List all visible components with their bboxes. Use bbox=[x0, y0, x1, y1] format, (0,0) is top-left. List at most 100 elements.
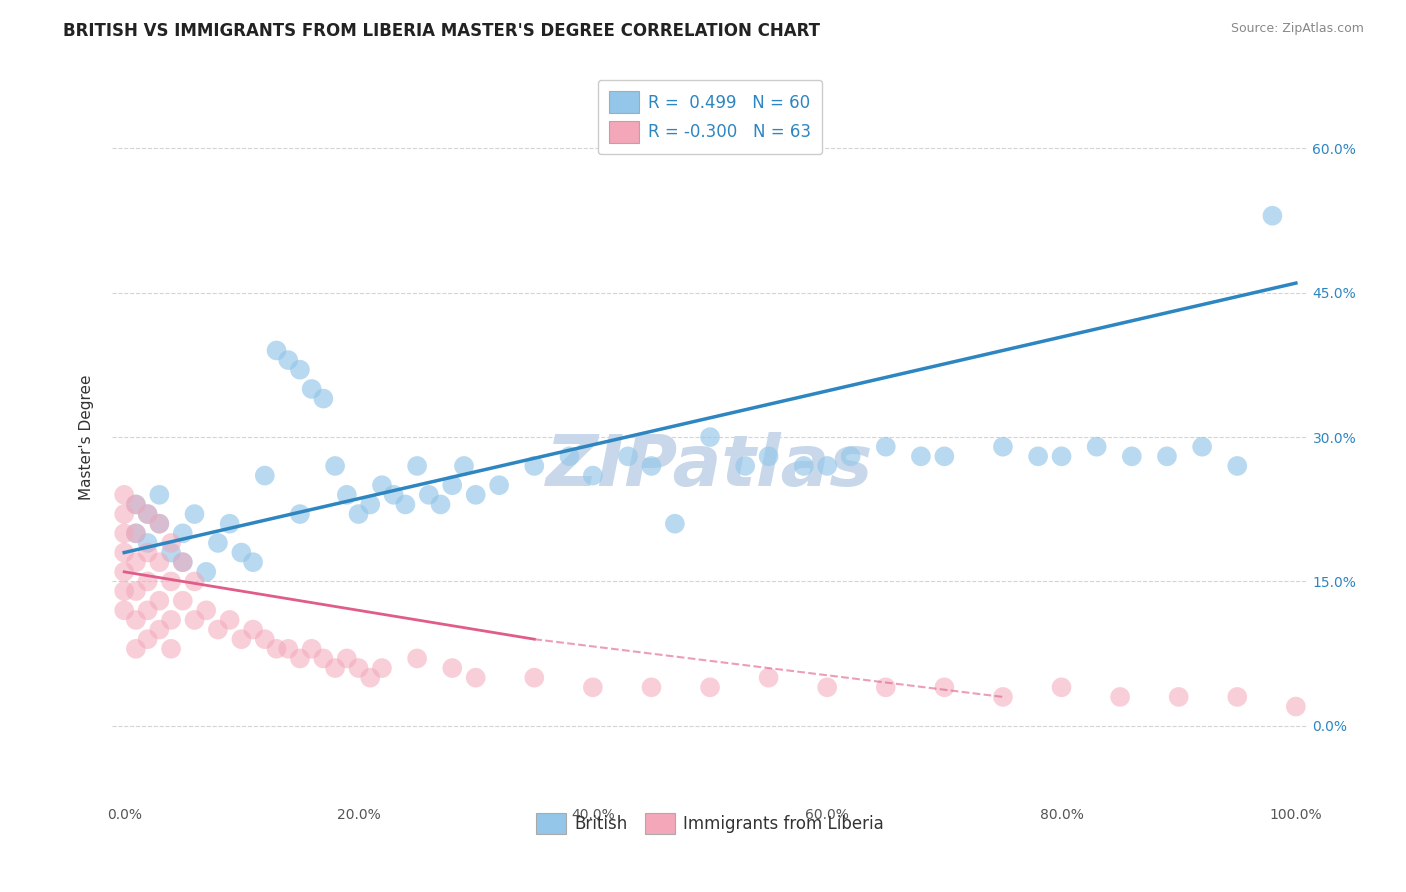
Point bbox=[207, 623, 229, 637]
Point bbox=[207, 536, 229, 550]
Point bbox=[160, 536, 183, 550]
Point bbox=[231, 632, 253, 647]
Point bbox=[112, 565, 135, 579]
Text: BRITISH VS IMMIGRANTS FROM LIBERIA MASTER'S DEGREE CORRELATION CHART: BRITISH VS IMMIGRANTS FROM LIBERIA MASTE… bbox=[63, 22, 820, 40]
Point bbox=[125, 498, 148, 512]
Point bbox=[195, 603, 218, 617]
Point bbox=[218, 613, 240, 627]
Point bbox=[301, 641, 323, 656]
Point bbox=[148, 623, 170, 637]
Point bbox=[301, 382, 323, 396]
Point bbox=[406, 651, 429, 665]
Point bbox=[136, 632, 159, 647]
Point bbox=[453, 458, 475, 473]
Point bbox=[277, 353, 299, 368]
Point bbox=[195, 565, 218, 579]
Point bbox=[1050, 450, 1073, 464]
Point bbox=[699, 681, 721, 695]
Point bbox=[394, 498, 416, 512]
Point bbox=[112, 526, 135, 541]
Point bbox=[288, 362, 311, 376]
Point bbox=[1050, 681, 1073, 695]
Point bbox=[136, 507, 159, 521]
Point bbox=[1226, 690, 1249, 704]
Point bbox=[312, 392, 335, 406]
Point bbox=[1167, 690, 1189, 704]
Point bbox=[125, 526, 148, 541]
Point bbox=[277, 641, 299, 656]
Point bbox=[488, 478, 510, 492]
Point bbox=[253, 468, 276, 483]
Point bbox=[148, 593, 170, 607]
Point bbox=[1226, 458, 1249, 473]
Point bbox=[172, 555, 194, 569]
Point bbox=[172, 555, 194, 569]
Point bbox=[148, 488, 170, 502]
Text: Source: ZipAtlas.com: Source: ZipAtlas.com bbox=[1230, 22, 1364, 36]
Point bbox=[464, 488, 486, 502]
Point bbox=[429, 498, 451, 512]
Point bbox=[758, 450, 780, 464]
Point bbox=[523, 458, 546, 473]
Text: ZIPatlas: ZIPatlas bbox=[547, 432, 873, 500]
Point bbox=[242, 623, 264, 637]
Point bbox=[371, 661, 394, 675]
Point bbox=[815, 681, 838, 695]
Point bbox=[1121, 450, 1143, 464]
Point bbox=[347, 661, 370, 675]
Point bbox=[371, 478, 394, 492]
Legend: British, Immigrants from Liberia: British, Immigrants from Liberia bbox=[524, 801, 896, 846]
Point bbox=[160, 545, 183, 559]
Point bbox=[734, 458, 756, 473]
Point bbox=[875, 681, 897, 695]
Point bbox=[934, 450, 956, 464]
Point bbox=[336, 651, 359, 665]
Point bbox=[1085, 440, 1108, 454]
Point bbox=[699, 430, 721, 444]
Point bbox=[1156, 450, 1178, 464]
Point bbox=[125, 555, 148, 569]
Point bbox=[266, 641, 288, 656]
Point bbox=[288, 651, 311, 665]
Point bbox=[218, 516, 240, 531]
Point bbox=[148, 516, 170, 531]
Point bbox=[148, 516, 170, 531]
Point bbox=[183, 574, 205, 589]
Point bbox=[839, 450, 862, 464]
Point bbox=[758, 671, 780, 685]
Point bbox=[991, 690, 1014, 704]
Point bbox=[1109, 690, 1132, 704]
Point bbox=[172, 526, 194, 541]
Point bbox=[112, 603, 135, 617]
Point bbox=[1261, 209, 1284, 223]
Point bbox=[441, 661, 464, 675]
Point bbox=[148, 555, 170, 569]
Point bbox=[136, 603, 159, 617]
Point bbox=[640, 458, 662, 473]
Point bbox=[183, 613, 205, 627]
Point bbox=[112, 545, 135, 559]
Point bbox=[112, 584, 135, 599]
Point bbox=[253, 632, 276, 647]
Point bbox=[288, 507, 311, 521]
Point bbox=[664, 516, 686, 531]
Point bbox=[160, 613, 183, 627]
Point bbox=[441, 478, 464, 492]
Point bbox=[359, 498, 381, 512]
Y-axis label: Master's Degree: Master's Degree bbox=[79, 375, 94, 500]
Point bbox=[136, 574, 159, 589]
Point bbox=[266, 343, 288, 358]
Point bbox=[160, 574, 183, 589]
Point bbox=[910, 450, 932, 464]
Point bbox=[1191, 440, 1213, 454]
Point bbox=[793, 458, 815, 473]
Point bbox=[815, 458, 838, 473]
Point bbox=[136, 536, 159, 550]
Point bbox=[125, 526, 148, 541]
Point bbox=[136, 545, 159, 559]
Point bbox=[160, 641, 183, 656]
Point bbox=[231, 545, 253, 559]
Point bbox=[172, 593, 194, 607]
Point bbox=[323, 458, 346, 473]
Point bbox=[406, 458, 429, 473]
